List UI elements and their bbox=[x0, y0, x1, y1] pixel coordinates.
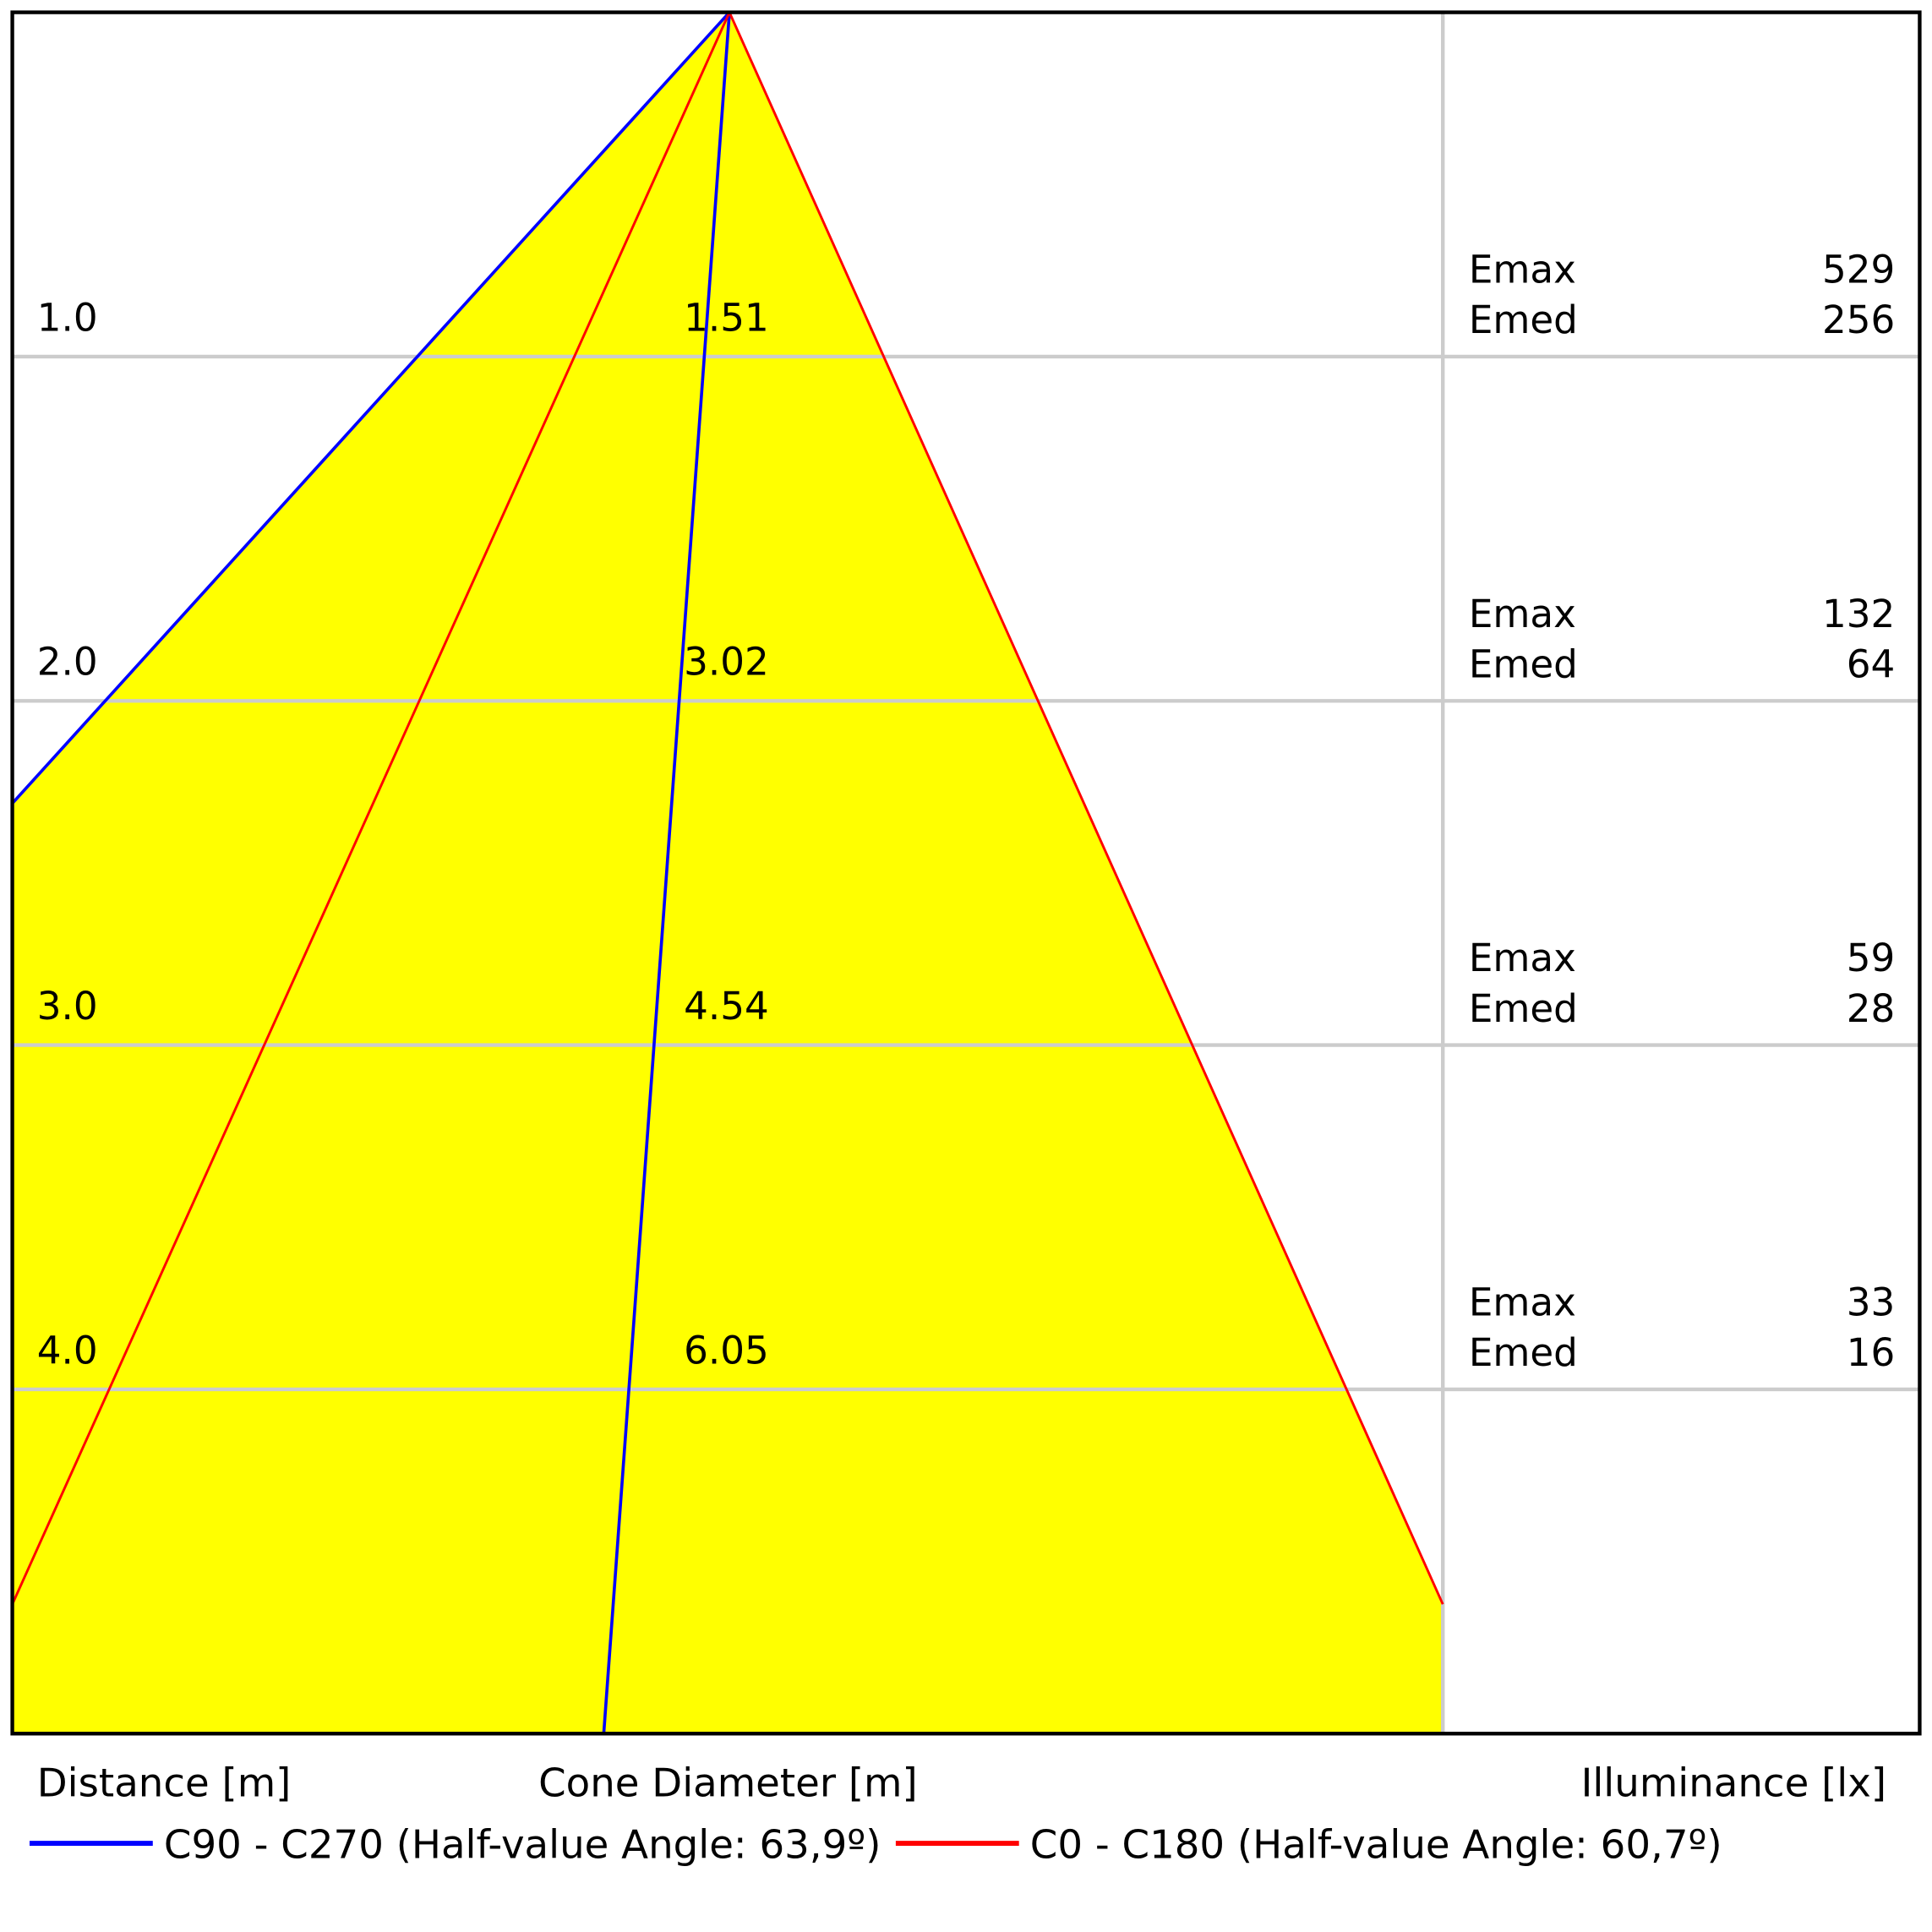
emax-value: 132 bbox=[1822, 592, 1895, 636]
distance-label: 3.0 bbox=[37, 984, 98, 1029]
emed-label: Emed bbox=[1469, 642, 1578, 687]
diameter-label: 6.05 bbox=[684, 1328, 769, 1373]
emax-value: 529 bbox=[1822, 247, 1895, 292]
c90-left-line bbox=[11, 11, 731, 805]
emed-value: 256 bbox=[1822, 297, 1895, 342]
c90-right-line bbox=[602, 12, 731, 1734]
emax-label: Emax bbox=[1469, 247, 1576, 292]
emax-label: Emax bbox=[1469, 1280, 1576, 1324]
cone-fill bbox=[12, 12, 1444, 1734]
distance-label: 4.0 bbox=[37, 1328, 98, 1373]
emax-value: 59 bbox=[1847, 936, 1896, 980]
distance-label: 2.0 bbox=[37, 640, 98, 685]
emax-label: Emax bbox=[1469, 592, 1576, 636]
emed-value: 28 bbox=[1847, 986, 1896, 1031]
diameter-label: 3.02 bbox=[684, 640, 769, 685]
plot-frame bbox=[10, 10, 1922, 1736]
distance-axis-label: Distance [m] bbox=[37, 1761, 292, 1807]
legend-c90-label: C90 - C270 (Half-value Angle: 63,9º) bbox=[164, 1823, 881, 1869]
distance-label: 1.0 bbox=[37, 295, 98, 340]
c0-left-line bbox=[11, 11, 731, 1605]
diameter-axis-label: Cone Diameter [m] bbox=[538, 1761, 918, 1807]
c0-right-line bbox=[728, 11, 1444, 1605]
emed-label: Emed bbox=[1469, 1330, 1578, 1375]
emed-value: 64 bbox=[1847, 642, 1896, 687]
emed-value: 16 bbox=[1847, 1330, 1896, 1375]
diameter-label: 1.51 bbox=[684, 295, 769, 340]
legend-c0-label: C0 - C180 (Half-value Angle: 60,7º) bbox=[1030, 1823, 1722, 1869]
emax-value: 33 bbox=[1847, 1280, 1896, 1324]
diameter-label: 4.54 bbox=[684, 984, 769, 1029]
emed-label: Emed bbox=[1469, 986, 1578, 1031]
emed-label: Emed bbox=[1469, 297, 1578, 342]
emax-label: Emax bbox=[1469, 936, 1576, 980]
illuminance-axis-label: Illuminance [lx] bbox=[1581, 1761, 1886, 1807]
